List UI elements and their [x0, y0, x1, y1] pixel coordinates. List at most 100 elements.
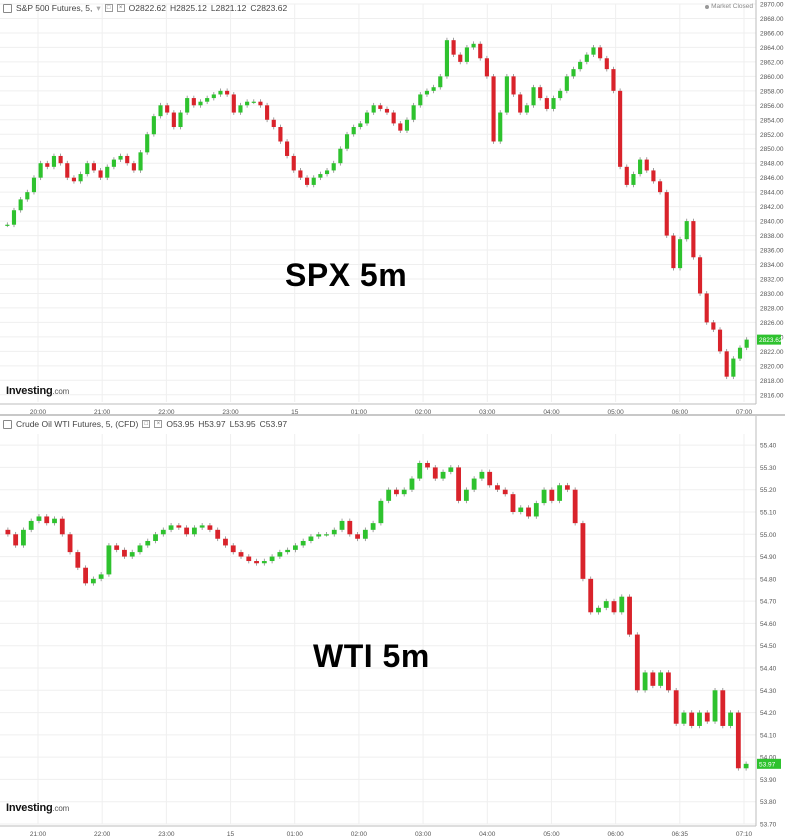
candle-up [743, 763, 749, 769]
settings-icon[interactable]: □ [104, 4, 113, 12]
candle-down [580, 523, 586, 579]
candle-up [145, 134, 150, 153]
settings-icon[interactable]: □ [142, 420, 151, 428]
candle-down [624, 166, 629, 185]
candle-down [704, 293, 709, 323]
market-status-text: Market Closed [711, 3, 753, 10]
dropdown-chevron-icon[interactable]: ▾ [96, 2, 101, 13]
y-tick-label: 2834.00 [760, 262, 784, 269]
candle-down [254, 561, 259, 564]
candle-down [391, 112, 396, 124]
candle-down [658, 181, 663, 193]
last-price-box [757, 758, 781, 769]
candle-down [724, 351, 729, 377]
candle-up [424, 90, 430, 95]
x-tick-label: 15 [291, 409, 299, 414]
x-tick-label: 05:00 [607, 409, 624, 414]
candle-down [526, 507, 531, 517]
candle-down [223, 538, 228, 546]
x-tick-label: 03:00 [479, 409, 496, 414]
candle-up [28, 520, 34, 530]
panel-divider[interactable] [0, 414, 785, 416]
spx-close: C2823.62 [250, 3, 288, 13]
y-tick-label: 2856.00 [760, 103, 784, 110]
candle-down [355, 534, 360, 539]
y-tick-label: 2840.00 [760, 219, 784, 226]
spx-overlay-label: SPX 5m [285, 257, 408, 293]
candle-down [394, 489, 399, 495]
candle-up [631, 174, 636, 185]
last-price-label: 53.97 [759, 761, 776, 768]
candle-down [456, 467, 462, 501]
candle-up [440, 471, 446, 479]
market-status: Market Closed [705, 3, 753, 10]
candle-up [533, 503, 539, 517]
spx-chart-header: S&P 500 Futures, 5, ▾ □ × O2822.62 H2825… [3, 2, 287, 14]
candle-up [185, 98, 190, 113]
y-tick-label: 54.50 [760, 643, 777, 650]
instrument-icon [3, 3, 12, 13]
candle-down [238, 552, 244, 557]
candle-up [418, 94, 423, 106]
x-tick-label: 07:00 [736, 409, 753, 414]
candle-down [665, 672, 671, 691]
candle-up [584, 54, 589, 62]
candle-up [378, 500, 384, 524]
candle-down [83, 567, 89, 584]
investing-logo: Investing.com [6, 385, 69, 397]
wti-low: L53.95 [229, 419, 256, 429]
candle-down [225, 90, 230, 95]
candle-up [504, 76, 509, 113]
x-tick-label: 04:00 [543, 409, 560, 414]
candle-up [564, 76, 569, 91]
candle-down [230, 545, 236, 553]
candle-up [105, 166, 110, 178]
y-tick-label: 2838.00 [760, 233, 784, 240]
wti-chart[interactable]: 53.70 53.80 53.90 54.00 54.10 54.20 54.30 54.40… [0, 416, 785, 840]
candle-up [358, 123, 363, 128]
x-tick-label: 06:35 [672, 831, 689, 838]
candle-up [338, 148, 343, 164]
candle-down [484, 58, 489, 77]
candle-down [246, 556, 252, 562]
candle-up [211, 94, 216, 99]
candle-up [308, 536, 314, 541]
candle-down [711, 322, 716, 330]
x-tick-label: 01:00 [287, 831, 304, 838]
candle-up [18, 199, 23, 211]
candle-up [151, 116, 156, 135]
candle-down [165, 105, 170, 113]
candle-down [207, 525, 213, 530]
candle-down [176, 525, 182, 528]
candle-down [425, 462, 430, 468]
wti-chart-header: Crude Oil WTI Futures, 5, (CFD) □ × O53.… [3, 418, 287, 430]
candle-down [285, 141, 290, 156]
x-tick-label: 06:00 [672, 409, 689, 414]
candle-up [199, 525, 205, 528]
x-tick-label: 21:00 [30, 831, 47, 838]
spx-chart-panel[interactable]: 2816.002818.002820.002822.002824.002826.… [0, 0, 785, 414]
candle-up [518, 507, 524, 512]
candle-up [684, 221, 689, 240]
wti-high: H53.97 [198, 419, 226, 429]
candle-up [137, 545, 143, 553]
logo-main: Investing [6, 385, 53, 397]
close-icon[interactable]: × [116, 4, 125, 12]
candle-up [285, 549, 291, 553]
candle-down [651, 170, 656, 182]
candle-down [184, 527, 190, 535]
candle-up [129, 552, 135, 557]
candle-up [677, 239, 683, 269]
candle-up [238, 105, 243, 113]
candle-up [145, 540, 151, 546]
candle-up [21, 529, 26, 546]
candle-up [541, 489, 547, 504]
x-tick-label: 06:00 [607, 831, 624, 838]
spx-chart[interactable]: 2816.002818.002820.002822.002824.002826.… [0, 0, 785, 414]
wti-chart-panel[interactable]: 53.70 53.80 53.90 54.00 54.10 54.20 54.30 54.40… [0, 416, 785, 840]
candle-up [324, 534, 329, 536]
close-icon[interactable]: × [154, 420, 163, 428]
candle-down [604, 58, 609, 70]
candle-up [411, 105, 416, 120]
y-tick-label: 53.80 [760, 799, 777, 806]
